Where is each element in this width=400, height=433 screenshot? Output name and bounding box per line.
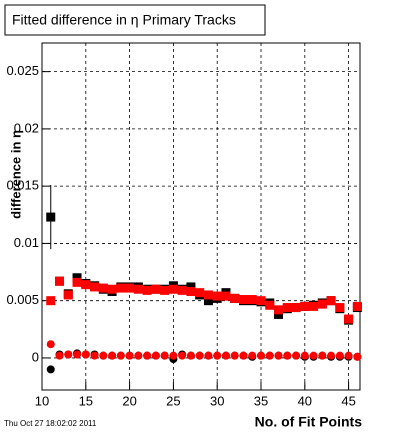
marker — [195, 288, 205, 298]
marker — [125, 283, 135, 293]
marker — [352, 301, 362, 311]
marker — [108, 351, 117, 360]
marker — [221, 351, 230, 360]
y-axis-label: difference in η — [8, 130, 23, 219]
marker — [151, 351, 160, 360]
marker — [46, 365, 55, 374]
marker — [195, 351, 204, 360]
marker — [213, 351, 222, 360]
marker — [257, 351, 266, 360]
marker — [143, 351, 152, 360]
marker — [151, 284, 161, 294]
marker — [63, 290, 73, 300]
x-tick-label: 30 — [210, 393, 224, 408]
plot-frame — [41, 42, 361, 391]
marker — [344, 351, 353, 360]
timestamp: Thu Oct 27 18:02:02 2011 — [4, 419, 97, 428]
marker — [160, 285, 170, 295]
marker — [344, 314, 354, 324]
y-tick-label: 0.015 — [6, 178, 39, 193]
y-tick-label: 0.025 — [6, 63, 39, 78]
marker — [81, 280, 91, 290]
marker — [73, 350, 82, 359]
x-axis-label: No. of Fit Points — [255, 414, 363, 430]
x-tick-label: 35 — [254, 393, 268, 408]
marker — [309, 301, 319, 311]
x-tick-label: 40 — [298, 393, 312, 408]
marker — [300, 301, 310, 311]
marker — [90, 351, 99, 360]
marker — [46, 296, 56, 306]
marker — [90, 282, 100, 292]
marker — [353, 352, 362, 361]
marker — [309, 351, 318, 360]
marker — [238, 295, 248, 305]
marker — [116, 351, 125, 360]
marker — [55, 276, 65, 286]
marker — [142, 285, 152, 295]
marker — [107, 284, 117, 294]
x-tick-label: 25 — [166, 393, 180, 408]
marker — [221, 291, 231, 301]
marker — [81, 350, 90, 359]
marker — [116, 283, 126, 293]
marker — [72, 277, 82, 287]
chart-title: Fitted difference in η Primary Tracks — [12, 12, 236, 28]
marker — [317, 299, 327, 309]
marker — [178, 351, 187, 360]
marker — [318, 351, 327, 360]
marker — [204, 351, 213, 360]
marker — [133, 284, 143, 294]
y-tick-label: 0 — [32, 349, 39, 364]
marker — [300, 351, 309, 360]
marker — [160, 351, 169, 360]
marker — [335, 351, 344, 360]
marker — [239, 351, 248, 360]
marker — [292, 351, 301, 360]
marker — [186, 287, 196, 297]
marker — [203, 290, 213, 300]
marker — [46, 212, 56, 222]
marker — [98, 283, 108, 293]
y-tick-label: 0.01 — [14, 235, 39, 250]
marker — [212, 291, 222, 301]
x-tick-label: 15 — [79, 393, 93, 408]
title-box — [4, 4, 266, 36]
x-tick-label: 10 — [35, 393, 49, 408]
marker — [247, 295, 257, 305]
marker — [248, 351, 257, 360]
y-tick-label: 0.02 — [14, 120, 39, 135]
marker — [291, 303, 301, 313]
marker — [72, 273, 82, 283]
marker — [64, 350, 73, 359]
marker — [230, 351, 239, 360]
marker — [274, 351, 283, 360]
marker — [327, 351, 336, 360]
marker — [274, 305, 284, 315]
x-tick-label: 20 — [122, 393, 136, 408]
marker — [335, 303, 345, 313]
marker — [169, 351, 178, 360]
x-tick-label: 45 — [341, 393, 355, 408]
marker — [99, 351, 108, 360]
marker — [186, 351, 195, 360]
marker — [134, 351, 143, 360]
marker — [326, 296, 336, 306]
y-tick-label: 0.005 — [6, 292, 39, 307]
marker — [256, 296, 266, 306]
marker — [274, 309, 284, 319]
marker — [55, 351, 64, 360]
marker — [46, 340, 55, 349]
marker — [203, 296, 213, 306]
marker — [265, 351, 274, 360]
marker — [282, 303, 292, 313]
marker — [230, 293, 240, 303]
marker — [265, 300, 275, 310]
marker — [283, 351, 292, 360]
marker — [177, 285, 187, 295]
marker — [168, 284, 178, 294]
marker — [125, 351, 134, 360]
marker — [186, 282, 196, 292]
